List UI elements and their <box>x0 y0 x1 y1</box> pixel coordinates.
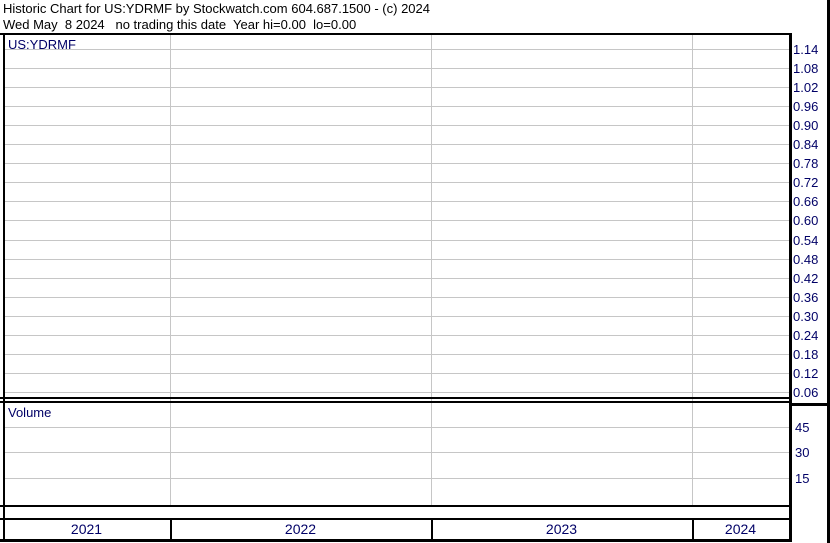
price-gridline <box>4 201 789 203</box>
price-gridline <box>4 296 789 298</box>
volume-bottom-border <box>0 505 792 507</box>
price-gridline <box>4 258 789 260</box>
vertical-gridline <box>170 35 171 505</box>
year-band-bottom-border <box>0 539 792 542</box>
price-gridline <box>4 144 789 145</box>
price-tick-label: 0.18 <box>793 347 819 363</box>
year-label: 2024 <box>724 521 757 537</box>
year-label: 2023 <box>545 521 578 537</box>
price-tick-label: 0.24 <box>793 328 819 343</box>
chart-title: Historic Chart for US:YDRMF by Stockwatc… <box>3 1 430 16</box>
volume-tick-label: 45 <box>795 419 810 435</box>
year-separator <box>170 518 172 541</box>
symbol-label: US:YDRMF <box>8 37 76 52</box>
price-tick-label: 0.06 <box>793 385 819 401</box>
price-gridline <box>4 86 789 88</box>
price-tick-label: 1.14 <box>793 41 819 57</box>
price-gridline <box>4 277 789 279</box>
price-gridline <box>4 182 789 184</box>
price-gridline <box>4 392 789 394</box>
price-gridline <box>4 163 789 165</box>
year-band-top-border <box>0 518 792 520</box>
price-tick-label: 0.84 <box>793 137 819 152</box>
volume-gridline <box>4 477 789 479</box>
price-tick-label: 0.42 <box>793 270 819 286</box>
volume-tick-label: 15 <box>795 470 810 486</box>
panel-separator-upper <box>0 397 790 399</box>
axis-labels-divider <box>790 403 830 406</box>
vertical-gridline <box>431 35 432 505</box>
price-tick-label: 0.72 <box>793 175 819 191</box>
price-gridline <box>4 67 789 69</box>
image-right-border <box>827 0 830 543</box>
price-gridline <box>4 373 789 375</box>
price-tick-label: 0.78 <box>793 156 819 172</box>
price-gridline <box>4 239 789 241</box>
vertical-gridline <box>692 35 693 505</box>
price-tick-label: 0.66 <box>793 194 819 210</box>
panel-separator-lower <box>0 401 790 403</box>
price-tick-label: 1.02 <box>793 79 819 95</box>
year-label: 2022 <box>284 521 317 537</box>
price-tick-label: 0.48 <box>793 251 819 267</box>
volume-label: Volume <box>8 405 52 420</box>
price-gridline <box>4 335 789 336</box>
price-tick-label: 0.90 <box>793 117 819 133</box>
price-gridline <box>4 124 789 126</box>
price-tick-label: 0.96 <box>793 98 819 114</box>
volume-gridline <box>4 452 789 453</box>
price-gridline <box>4 315 789 317</box>
price-gridline <box>4 354 789 356</box>
chart-right-border <box>789 33 792 542</box>
price-tick-label: 0.30 <box>793 308 819 324</box>
year-label: 2021 <box>70 521 103 537</box>
price-gridline <box>4 105 789 107</box>
price-tick-label: 0.60 <box>793 213 819 229</box>
price-tick-label: 0.36 <box>793 289 819 305</box>
price-gridline <box>4 220 789 222</box>
chart-status-line: Wed May 8 2024 no trading this date Year… <box>3 17 357 32</box>
year-separator <box>431 518 433 541</box>
year-separator <box>692 518 694 541</box>
price-tick-label: 0.54 <box>793 232 819 248</box>
price-tick-label: 1.08 <box>793 60 819 76</box>
price-tick-label: 0.12 <box>793 366 819 382</box>
price-gridline <box>4 48 789 50</box>
volume-gridline <box>4 426 789 428</box>
chart-top-border <box>0 33 792 35</box>
volume-tick-label: 30 <box>795 445 810 460</box>
chart-left-border <box>3 33 5 541</box>
